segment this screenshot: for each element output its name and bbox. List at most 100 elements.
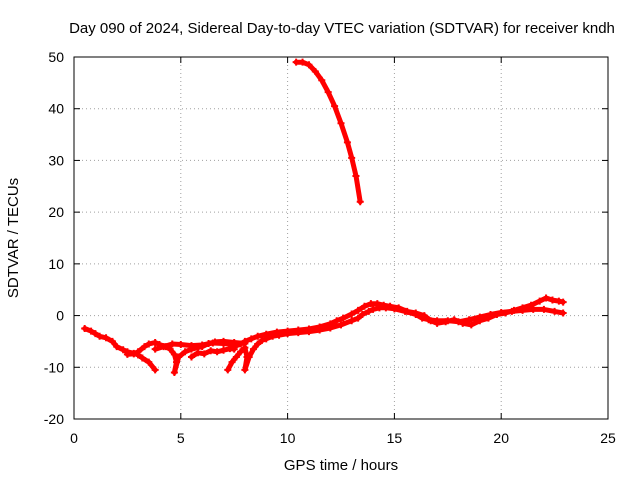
- x-tick-label-1: 5: [177, 430, 185, 446]
- point-track-f-7: [284, 327, 292, 335]
- point-track-f-0: [230, 343, 238, 351]
- x-tick-label-2: 10: [280, 430, 296, 446]
- point-track-b-4: [145, 340, 153, 348]
- point-track-f-3: [247, 335, 255, 343]
- point-track-f-12: [333, 317, 341, 325]
- point-track-f-42: [559, 298, 567, 306]
- series-line-track-e: [225, 305, 566, 373]
- y-tick-label-1: -10: [44, 359, 64, 375]
- point-track-e-10: [258, 336, 266, 344]
- point-track-c-2: [168, 340, 176, 348]
- point-track-a-7: [119, 346, 127, 354]
- point-track-f-9: [305, 325, 313, 333]
- plot-frame: [73, 56, 609, 420]
- point-track-g-8: [343, 138, 351, 146]
- y-tick-label-2: 0: [56, 308, 64, 324]
- point-track-e-6: [241, 366, 249, 374]
- point-track-f-15: [354, 306, 362, 314]
- point-track-g-0: [292, 58, 300, 66]
- point-track-f-17: [367, 300, 375, 308]
- point-track-b-1: [130, 350, 138, 358]
- point-track-a-3: [96, 332, 104, 340]
- point-track-c-5: [198, 341, 206, 349]
- point-track-f-5: [262, 330, 270, 338]
- point-track-e-20: [348, 317, 356, 325]
- point-track-e-4: [241, 344, 249, 352]
- point-track-a-5: [108, 337, 116, 345]
- x-tick-label-0: 0: [70, 430, 78, 446]
- point-track-f-4: [254, 332, 262, 340]
- x-tick-label-3: 15: [387, 430, 403, 446]
- point-track-f-29: [459, 319, 467, 327]
- point-track-g-4: [318, 76, 326, 84]
- point-track-f-25: [427, 317, 435, 325]
- y-tick-label-4: 20: [48, 204, 64, 220]
- point-track-c-0: [151, 345, 159, 353]
- point-track-g-3: [311, 67, 319, 75]
- y-tick-label-3: 10: [48, 256, 64, 272]
- point-track-a-13: [151, 366, 159, 374]
- point-track-b-9: [170, 350, 178, 358]
- point-track-d-0: [187, 353, 195, 361]
- point-track-b-3: [140, 343, 148, 351]
- point-track-f-32: [484, 314, 492, 322]
- point-track-b-13: [181, 348, 189, 356]
- point-track-g-9: [348, 154, 356, 162]
- point-track-c-3: [177, 341, 185, 349]
- y-tick-label-7: 50: [48, 49, 64, 65]
- point-track-e-42: [540, 305, 548, 313]
- point-track-f-21: [395, 304, 403, 312]
- point-track-e-1: [228, 358, 236, 366]
- point-track-e-9: [254, 340, 262, 348]
- data-points: [81, 58, 567, 376]
- point-track-a-11: [138, 354, 146, 362]
- point-track-f-23: [412, 309, 420, 317]
- point-track-g-2: [305, 61, 313, 69]
- point-track-f-14: [348, 310, 356, 318]
- point-track-e-21: [354, 314, 362, 322]
- point-track-e-2: [232, 353, 240, 361]
- point-track-f-31: [476, 317, 484, 325]
- x-tick-label-5: 25: [600, 430, 616, 446]
- point-track-a-0: [81, 325, 89, 332]
- point-track-d-4: [213, 348, 221, 356]
- point-track-c-1: [160, 343, 168, 351]
- point-track-f-39: [542, 294, 550, 302]
- point-track-e-3: [237, 348, 245, 356]
- point-track-b-0: [123, 350, 131, 358]
- point-track-f-16: [360, 302, 368, 310]
- point-track-c-4: [187, 342, 195, 350]
- point-track-g-1: [299, 58, 307, 66]
- chart-title: Day 090 of 2024, Sidereal Day-to-day VTE…: [69, 20, 615, 37]
- point-track-f-33: [493, 311, 501, 319]
- point-track-e-7: [245, 353, 253, 361]
- point-track-c-6: [209, 339, 217, 347]
- point-track-b-12: [175, 353, 183, 361]
- point-track-a-1: [87, 327, 95, 335]
- point-track-e-19: [337, 321, 345, 329]
- point-track-f-1: [237, 340, 245, 348]
- point-track-f-34: [501, 309, 509, 317]
- x-axis-title: GPS time / hours: [284, 457, 398, 474]
- point-track-d-3: [207, 347, 215, 355]
- point-track-f-22: [403, 307, 411, 315]
- point-track-f-20: [386, 302, 394, 310]
- y-tick-label-5: 30: [48, 152, 64, 168]
- point-track-f-11: [326, 320, 334, 328]
- point-track-f-19: [380, 301, 388, 309]
- point-track-f-26: [433, 319, 441, 327]
- x-tick-label-4: 20: [493, 430, 509, 446]
- point-track-d-2: [200, 350, 208, 358]
- point-track-d-1: [194, 349, 202, 357]
- point-track-f-30: [467, 321, 475, 329]
- point-track-f-38: [536, 297, 544, 305]
- point-track-e-24: [369, 305, 377, 313]
- grid-lines: [74, 57, 608, 419]
- y-tick-label-0: -20: [44, 411, 64, 427]
- y-axis-title: SDTVAR / TECUs: [5, 178, 22, 298]
- point-track-f-27: [442, 318, 450, 326]
- point-track-f-37: [527, 301, 535, 309]
- point-track-f-10: [316, 323, 324, 331]
- point-track-c-7: [220, 339, 228, 347]
